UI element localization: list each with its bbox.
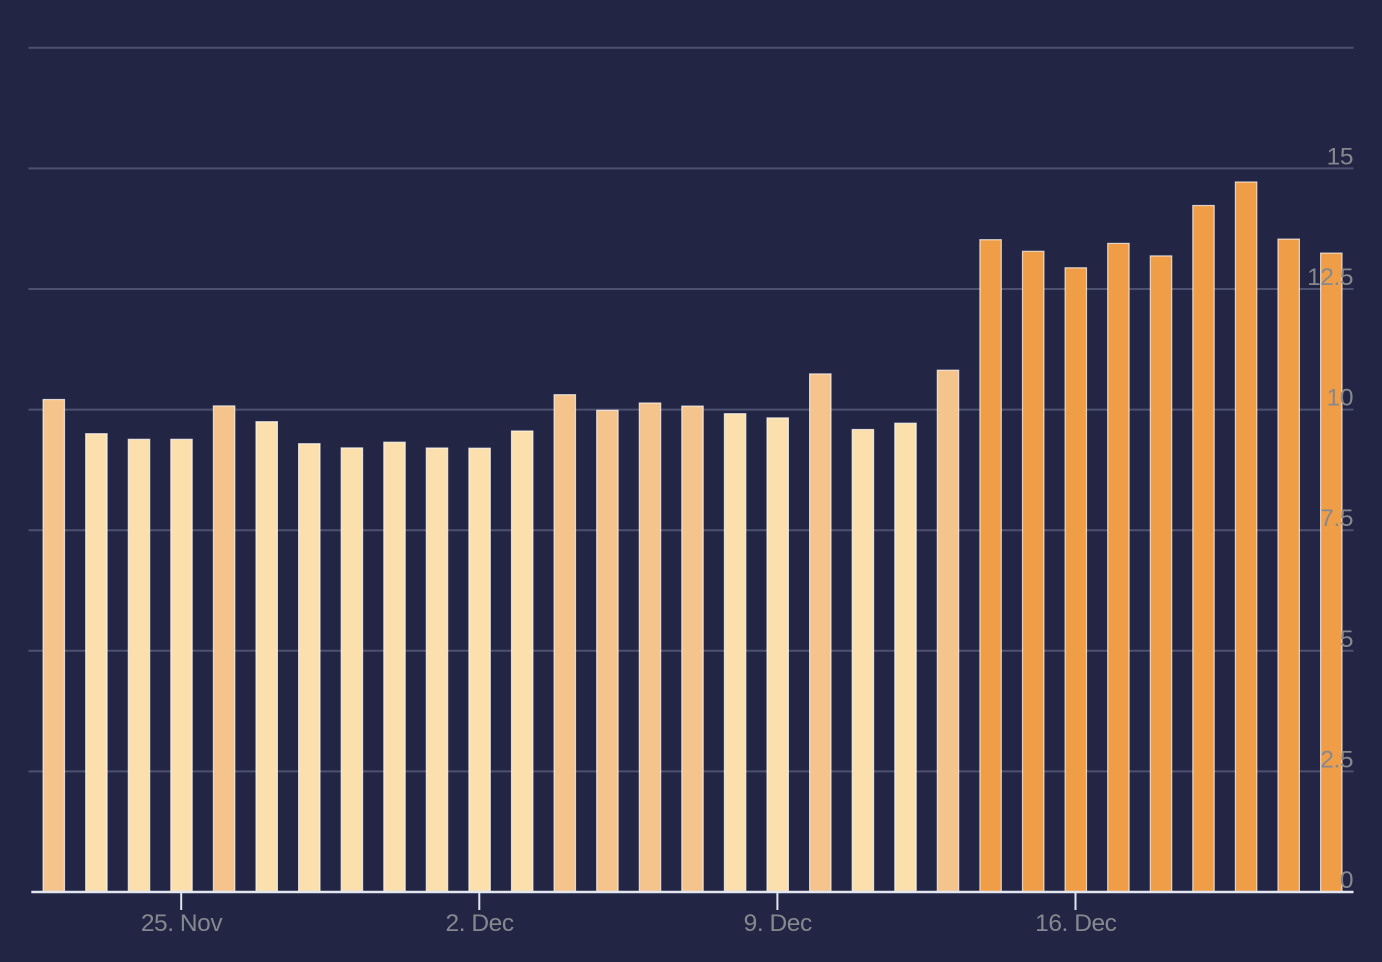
svg-text:7.5: 7.5	[1320, 505, 1353, 532]
svg-text:9. Dec: 9. Dec	[744, 910, 812, 937]
svg-text:2.5: 2.5	[1320, 746, 1353, 773]
svg-text:16. Dec: 16. Dec	[1035, 910, 1116, 937]
svg-text:15: 15	[1327, 143, 1353, 170]
svg-text:10: 10	[1327, 385, 1353, 412]
svg-text:5: 5	[1340, 626, 1353, 653]
svg-text:2. Dec: 2. Dec	[446, 910, 514, 937]
svg-text:25. Nov: 25. Nov	[141, 910, 223, 937]
svg-text:0: 0	[1340, 867, 1353, 894]
svg-text:12.5: 12.5	[1307, 264, 1353, 291]
